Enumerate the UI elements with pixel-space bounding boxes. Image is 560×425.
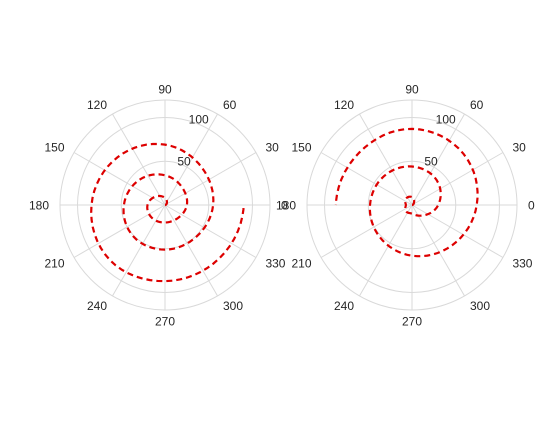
theta-tick-label: 150	[292, 141, 312, 155]
theta-gridline	[74, 205, 165, 258]
theta-tick-label: 240	[334, 299, 354, 313]
theta-gridline	[412, 114, 465, 205]
theta-gridline	[412, 205, 503, 258]
theta-gridline	[321, 205, 412, 258]
theta-tick-label: 210	[45, 257, 65, 271]
theta-tick-label: 60	[470, 98, 484, 112]
data-series-line	[91, 144, 244, 281]
theta-tick-label: 330	[265, 257, 285, 271]
r-tick-label: 50	[424, 155, 438, 169]
theta-gridline	[412, 205, 465, 296]
theta-gridline	[321, 153, 412, 206]
theta-tick-label: 270	[402, 315, 422, 329]
theta-gridline	[360, 205, 413, 296]
theta-tick-label: 30	[265, 141, 279, 155]
theta-tick-label: 150	[45, 141, 65, 155]
theta-tick-label: 210	[292, 257, 312, 271]
theta-tick-label: 30	[512, 141, 526, 155]
theta-gridline	[74, 153, 165, 206]
theta-tick-label: 0	[528, 199, 535, 213]
theta-gridline	[113, 205, 166, 296]
theta-gridline	[165, 114, 218, 205]
theta-tick-label: 270	[155, 315, 175, 329]
theta-tick-label: 120	[334, 98, 354, 112]
theta-tick-label: 120	[87, 98, 107, 112]
theta-tick-label: 180	[29, 199, 49, 213]
theta-tick-label: 90	[405, 83, 419, 97]
theta-tick-label: 90	[158, 83, 172, 97]
theta-gridline	[360, 114, 413, 205]
theta-tick-label: 180	[276, 199, 296, 213]
r-tick-label: 50	[177, 155, 191, 169]
r-tick-label: 100	[436, 112, 456, 126]
theta-tick-label: 300	[223, 299, 243, 313]
theta-tick-label: 60	[223, 98, 237, 112]
r-tick-label: 100	[189, 112, 209, 126]
theta-tick-label: 330	[512, 257, 532, 271]
theta-gridline	[113, 114, 166, 205]
theta-tick-label: 300	[470, 299, 490, 313]
theta-tick-label: 240	[87, 299, 107, 313]
polar-chart-right: 0 30 60 90 120 150 180 210 240 270 300 330 50 100	[276, 83, 535, 329]
